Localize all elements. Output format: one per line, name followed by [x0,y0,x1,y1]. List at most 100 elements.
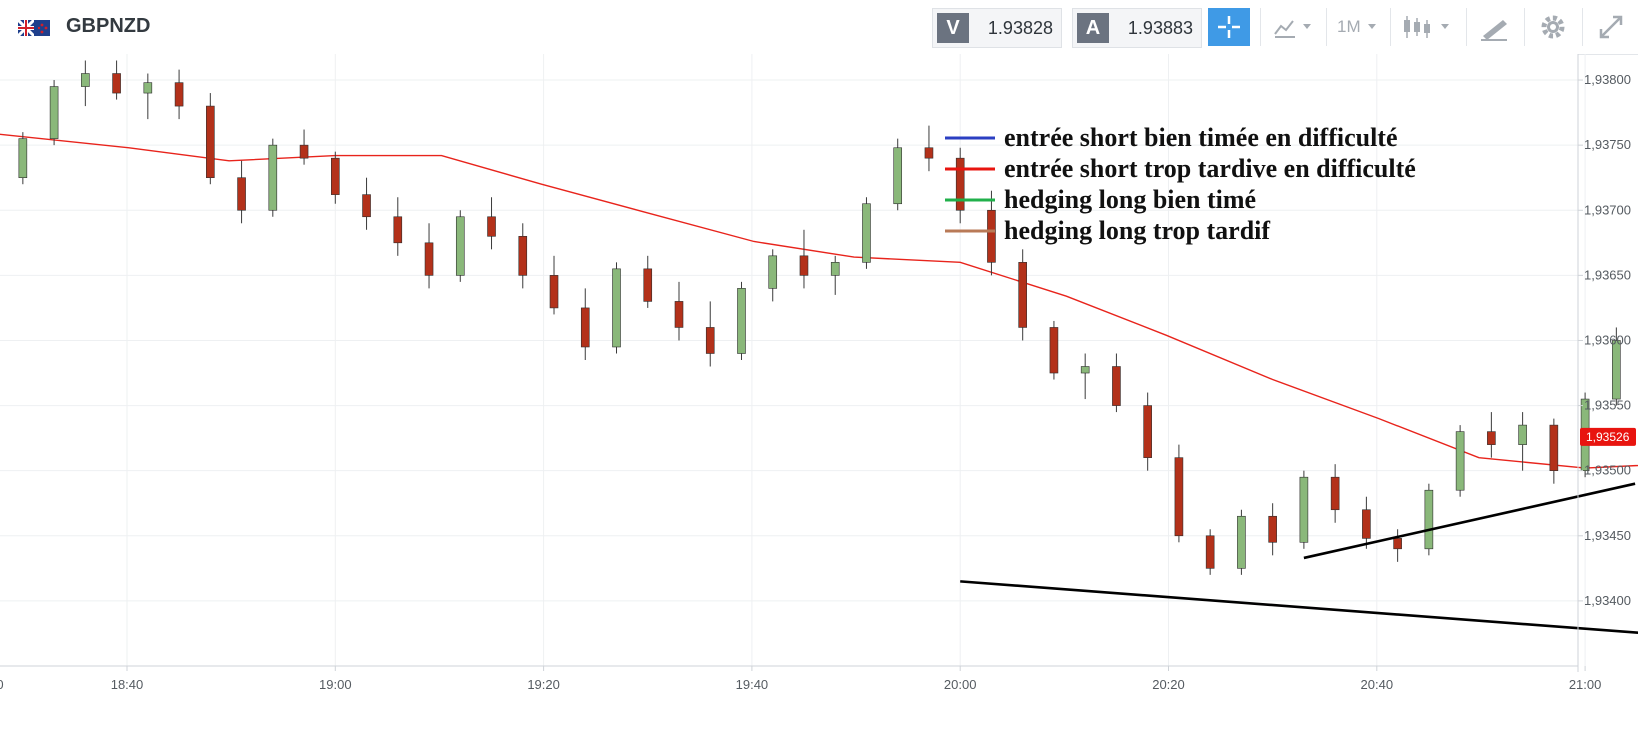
candle-body [705,327,715,354]
gear-icon [1541,15,1565,39]
timeframe-dropdown-icon [1368,24,1376,29]
annotation-lines [960,482,1638,635]
buy-price-button[interactable]: A 1.93883 [1072,8,1202,48]
candle [1455,425,1465,497]
x-tick-label: 19:40 [736,677,769,692]
candle [1518,412,1527,471]
candle [299,129,309,165]
candle [580,288,590,360]
y-tick-label: 1,93450 [1584,528,1631,543]
candle-body [1299,476,1309,543]
candle [487,197,496,250]
candle-body [1174,457,1184,537]
chart-type-button[interactable] [1390,8,1463,46]
candle [549,255,559,315]
candle-body [455,216,465,276]
candle [1237,509,1246,575]
candle-body [174,82,184,107]
candle-body [518,235,528,276]
candle-body [987,209,996,263]
y-tick-label: 1,93650 [1584,267,1631,282]
candle [737,281,746,360]
candle-body [1424,489,1434,550]
candle-body [830,262,840,276]
candle-body [1143,405,1152,458]
candle [1174,444,1184,543]
candle-body [1080,366,1090,374]
candle-body [549,275,559,309]
crosshair-button[interactable] [1208,8,1250,46]
x-tick-label: 20:00 [944,677,977,692]
candle-body [1049,327,1059,374]
legend-label: entrée short bien timée en difficulté [1004,123,1398,152]
draw-tool-button[interactable] [1466,8,1523,46]
candle [830,255,840,295]
price-axis: 1,93400 1,93450 1,93500 1,93550 1,93600 1,936… [1577,54,1631,672]
candle [49,80,59,146]
candle-body [1487,431,1496,445]
candle [924,125,934,172]
candle-body [49,86,59,139]
chart-legend: entrée short bien timée en difficultéent… [945,123,1416,245]
expand-icon [1599,15,1623,39]
candle [987,190,996,276]
candle [1393,529,1402,562]
x-tick-label: 19:00 [319,677,352,692]
x-tick-label: 18:40 [111,677,144,692]
candle-body [1612,340,1621,400]
annotation-line [1303,482,1636,560]
candlestick-chart[interactable]: entrée short bien timée en difficultéent… [0,54,1638,730]
indicators-button[interactable] [1260,8,1323,46]
settings-button[interactable] [1524,8,1581,46]
candle-body [1362,509,1371,539]
candle-body [924,147,934,159]
timeframe-dropdown[interactable]: 1M [1326,8,1387,46]
sell-price-button[interactable]: V 1.93828 [932,8,1062,48]
price-badge [1580,427,1636,446]
candle-body [424,242,434,276]
candle [362,177,371,230]
candle [268,138,278,217]
legend-label: hedging long bien timé [1004,185,1256,214]
candle-body [1518,424,1527,445]
y-tick-label: 1,93750 [1584,137,1631,152]
legend-label: hedging long trop tardif [1004,216,1270,245]
buy-label: A [1077,13,1109,43]
candle [799,229,809,289]
candle-body [393,216,403,244]
candle-body [237,177,246,211]
x-tick-label: 21:00 [1569,677,1602,692]
candle-body [1455,431,1465,491]
candle [518,223,528,289]
candle [455,210,465,282]
candle [424,223,434,289]
candle-body [487,216,496,237]
candle-body [330,157,340,195]
candle-body [1330,476,1340,511]
candle-body [862,203,871,263]
candle [330,151,340,204]
candle-body [643,268,653,302]
candle [143,73,153,120]
expand-button[interactable] [1582,8,1638,46]
chart-toolbar: GBPNZD V 1.93828 A 1.93883 1M [0,0,1638,55]
candle [1018,249,1027,341]
candle [1612,327,1621,406]
candle [1549,418,1559,484]
candle-body [299,144,309,159]
time-axis: 18:40 19:00 19:20 19:40 20:00 20:20 20:40 21:00… [0,665,1602,692]
candle-body [81,73,90,87]
candle-body [674,301,684,328]
candle [393,197,403,256]
candle [862,197,871,269]
y-tick-label: 1,93400 [1584,593,1631,608]
timeframe-label: 1M [1337,17,1361,36]
candle [1049,320,1059,380]
candle-body [1018,262,1027,328]
y-tick-label: 1,93700 [1584,202,1631,217]
crosshair-icon [1218,16,1240,38]
candle [705,301,715,367]
draw-tool-icon [1481,20,1507,41]
candle [1299,470,1309,549]
candle [174,69,184,120]
